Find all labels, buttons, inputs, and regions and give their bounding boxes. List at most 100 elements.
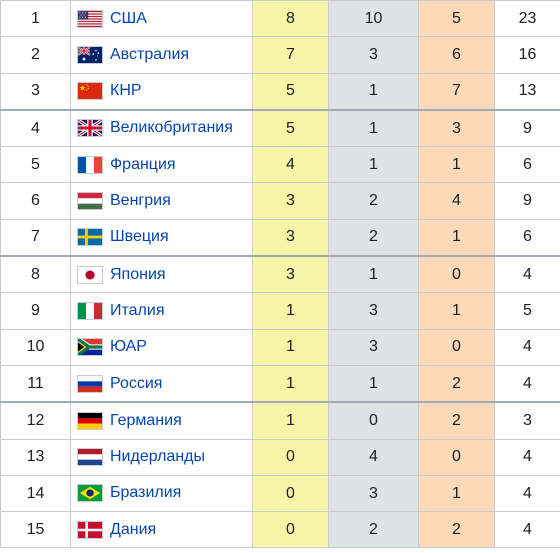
bronze-count-cell: 0 bbox=[418, 255, 495, 294]
table-row: 4 Великобритания 5 1 3 9 bbox=[0, 108, 560, 148]
country-cell: Япония bbox=[70, 255, 253, 294]
gold-count-cell: 1 bbox=[252, 328, 329, 366]
country-link[interactable]: Великобритания bbox=[110, 119, 233, 137]
silver-count-cell: 0 bbox=[328, 401, 419, 440]
gold-count-cell: 0 bbox=[252, 438, 329, 476]
country-link[interactable]: США bbox=[110, 9, 147, 27]
australia-flag-icon bbox=[77, 45, 103, 64]
country-cell: Нидерланды bbox=[70, 438, 253, 476]
bronze-count-cell: 2 bbox=[418, 511, 495, 549]
table-row: 11 Россия 1 1 2 4 bbox=[0, 364, 560, 403]
table-row: 13 Нидерланды 0 4 0 4 bbox=[0, 438, 560, 476]
silver-count-cell: 3 bbox=[328, 36, 419, 74]
country-cell: Бразилия bbox=[70, 474, 253, 513]
total-count-cell: 16 bbox=[494, 36, 560, 74]
rank-cell: 10 bbox=[0, 328, 71, 366]
table-row: 15 Дания 0 2 2 4 bbox=[0, 511, 560, 549]
bronze-count-cell: 7 bbox=[418, 72, 495, 111]
country-link[interactable]: Италия bbox=[110, 301, 165, 319]
denmark-flag-icon bbox=[77, 520, 103, 539]
hungary-flag-icon bbox=[77, 192, 103, 211]
gold-count-cell: 3 bbox=[252, 255, 329, 294]
rank-cell: 1 bbox=[0, 0, 71, 38]
country-link[interactable]: Бразилия bbox=[110, 484, 182, 502]
gold-count-cell: 4 bbox=[252, 146, 329, 184]
france-flag-icon bbox=[77, 155, 103, 174]
rank-cell: 5 bbox=[0, 146, 71, 184]
gold-count-cell: 0 bbox=[252, 511, 329, 549]
silver-count-cell: 3 bbox=[328, 328, 419, 366]
country-cell: КНР bbox=[70, 72, 253, 111]
gold-count-cell: 1 bbox=[252, 364, 329, 403]
bronze-count-cell: 0 bbox=[418, 328, 495, 366]
silver-count-cell: 3 bbox=[328, 292, 419, 330]
rank-cell: 2 bbox=[0, 36, 71, 74]
table-row: 7 Швеция 3 2 1 6 bbox=[0, 218, 560, 257]
country-cell: Австралия bbox=[70, 36, 253, 74]
country-link[interactable]: Россия bbox=[110, 374, 163, 392]
table-row: 9 Италия 1 3 1 5 bbox=[0, 292, 560, 330]
country-cell: Германия bbox=[70, 401, 253, 440]
country-link[interactable]: Франция bbox=[110, 155, 176, 173]
gold-count-cell: 5 bbox=[252, 72, 329, 111]
sweden-flag-icon bbox=[77, 228, 103, 247]
country-link[interactable]: Германия bbox=[110, 411, 182, 429]
rank-cell: 6 bbox=[0, 182, 71, 220]
gold-count-cell: 1 bbox=[252, 401, 329, 440]
japan-flag-icon bbox=[77, 265, 103, 284]
gold-count-cell: 7 bbox=[252, 36, 329, 74]
country-cell: Россия bbox=[70, 364, 253, 403]
gold-count-cell: 0 bbox=[252, 474, 329, 513]
bronze-count-cell: 2 bbox=[418, 401, 495, 440]
italy-flag-icon bbox=[77, 301, 103, 320]
silver-count-cell: 1 bbox=[328, 255, 419, 294]
silver-count-cell: 3 bbox=[328, 474, 419, 513]
country-link[interactable]: КНР bbox=[110, 82, 142, 100]
south-africa-flag-icon bbox=[77, 338, 103, 357]
country-cell: Великобритания bbox=[70, 108, 253, 148]
total-count-cell: 4 bbox=[494, 511, 560, 549]
country-cell: Италия bbox=[70, 292, 253, 330]
country-link[interactable]: Дания bbox=[110, 520, 157, 538]
brazil-flag-icon bbox=[77, 484, 103, 503]
bronze-count-cell: 5 bbox=[418, 0, 495, 38]
country-link[interactable]: Венгрия bbox=[110, 192, 171, 210]
gold-count-cell: 8 bbox=[252, 0, 329, 38]
bronze-count-cell: 4 bbox=[418, 182, 495, 220]
germany-flag-icon bbox=[77, 411, 103, 430]
total-count-cell: 5 bbox=[494, 292, 560, 330]
country-link[interactable]: Нидерланды bbox=[110, 448, 205, 466]
silver-count-cell: 10 bbox=[328, 0, 419, 38]
rank-cell: 4 bbox=[0, 108, 71, 148]
bronze-count-cell: 1 bbox=[418, 292, 495, 330]
gold-count-cell: 1 bbox=[252, 292, 329, 330]
rank-cell: 14 bbox=[0, 474, 71, 513]
rank-cell: 15 bbox=[0, 511, 71, 549]
bronze-count-cell: 6 bbox=[418, 36, 495, 74]
table-row: 12 Германия 1 0 2 3 bbox=[0, 401, 560, 440]
country-cell: Дания bbox=[70, 511, 253, 549]
total-count-cell: 4 bbox=[494, 328, 560, 366]
country-link[interactable]: Швеция bbox=[110, 228, 169, 246]
table-row: 3 КНР 5 1 7 13 bbox=[0, 72, 560, 111]
total-count-cell: 4 bbox=[494, 438, 560, 476]
bronze-count-cell: 0 bbox=[418, 438, 495, 476]
silver-count-cell: 2 bbox=[328, 218, 419, 257]
country-cell: Швеция bbox=[70, 218, 253, 257]
country-cell: Франция bbox=[70, 146, 253, 184]
silver-count-cell: 4 bbox=[328, 438, 419, 476]
country-link[interactable]: Австралия bbox=[110, 45, 190, 63]
rank-cell: 12 bbox=[0, 401, 71, 440]
rank-cell: 13 bbox=[0, 438, 71, 476]
gold-count-cell: 3 bbox=[252, 182, 329, 220]
table-row: 14 Бразилия 0 3 1 4 bbox=[0, 474, 560, 513]
silver-count-cell: 1 bbox=[328, 146, 419, 184]
country-link[interactable]: ЮАР bbox=[110, 338, 147, 356]
rank-cell: 7 bbox=[0, 218, 71, 257]
country-cell: США bbox=[70, 0, 253, 38]
country-link[interactable]: Япония bbox=[110, 265, 166, 283]
rank-cell: 8 bbox=[0, 255, 71, 294]
total-count-cell: 23 bbox=[494, 0, 560, 38]
bronze-count-cell: 2 bbox=[418, 364, 495, 403]
